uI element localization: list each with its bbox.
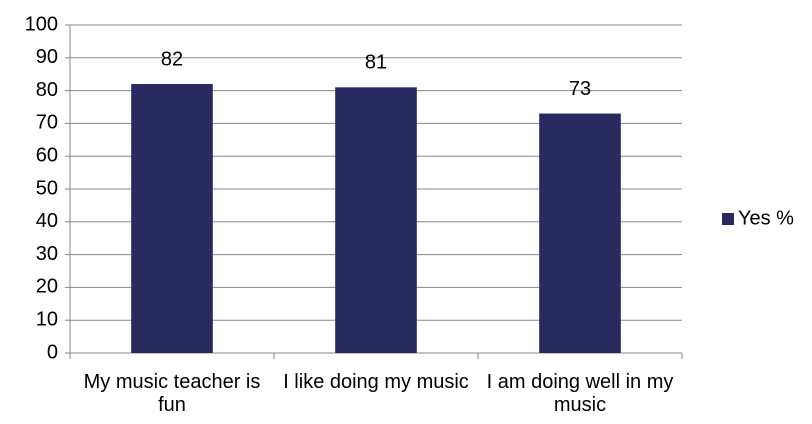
y-tick-label: 40: [36, 210, 58, 232]
y-tick-label: 90: [36, 46, 58, 68]
data-label: 73: [569, 78, 591, 100]
y-tick-label: 30: [36, 243, 58, 265]
y-tick-label: 0: [47, 341, 58, 363]
data-label: 81: [365, 52, 387, 74]
bar: [539, 113, 621, 353]
x-tick-label: My music teacher is fun: [83, 371, 261, 416]
y-tick-label: 20: [36, 276, 58, 298]
legend-swatch: [722, 213, 734, 225]
bar: [131, 84, 213, 353]
legend-label: Yes %: [738, 207, 794, 229]
x-tick-label: I am doing well in my music: [486, 371, 674, 416]
x-tick-label: I like doing my music: [283, 371, 469, 393]
y-tick-label: 100: [25, 13, 58, 35]
data-label: 82: [161, 48, 183, 70]
y-tick-label: 80: [36, 79, 58, 101]
y-tick-label: 60: [36, 144, 58, 166]
y-tick-label: 50: [36, 177, 58, 199]
y-tick-label: 10: [36, 308, 58, 330]
y-tick-label: 70: [36, 112, 58, 134]
bar: [335, 87, 417, 353]
